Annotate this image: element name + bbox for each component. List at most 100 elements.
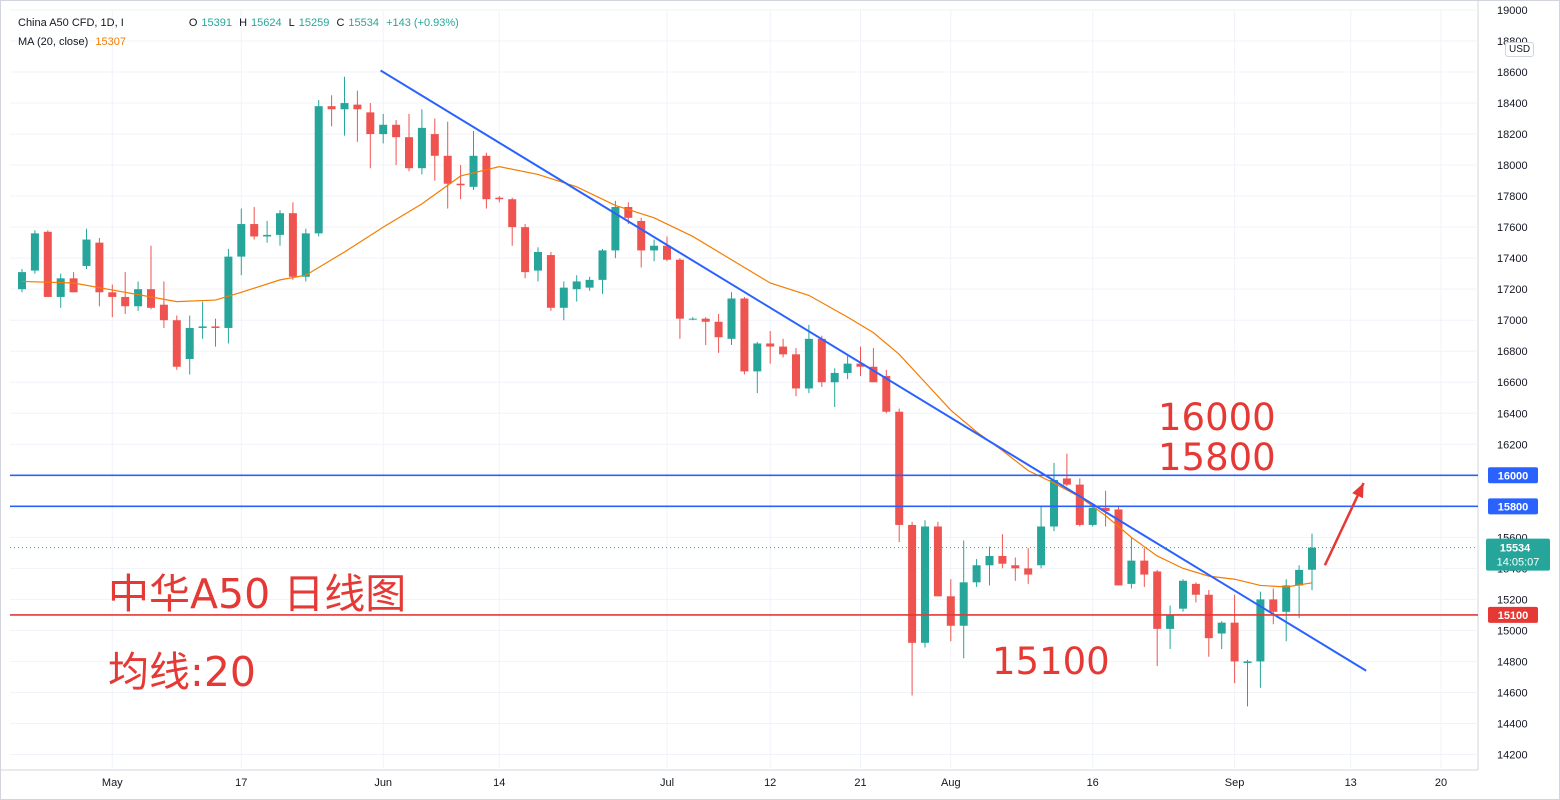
candle-body — [546, 255, 555, 308]
candle-body — [1062, 478, 1071, 485]
candle-body — [56, 278, 65, 297]
y-tick-label: 17600 — [1497, 222, 1528, 234]
currency-badge[interactable]: USD — [1505, 42, 1535, 57]
candle-body — [1075, 484, 1084, 525]
candle-body — [1140, 560, 1149, 575]
low-label: L — [288, 17, 295, 29]
candle-body — [727, 298, 736, 339]
candle-body — [908, 524, 917, 643]
candle-body — [288, 213, 297, 277]
y-tick-label: 14200 — [1497, 749, 1528, 761]
candle-body — [1230, 622, 1239, 662]
y-tick-label: 15000 — [1497, 625, 1528, 637]
candle-body — [753, 343, 762, 372]
candle-body — [792, 354, 800, 389]
candle-body — [843, 363, 852, 373]
current-price-tag — [1486, 538, 1550, 571]
candle-body — [211, 326, 220, 328]
candle-body — [198, 326, 207, 328]
level-price-tag — [1488, 606, 1538, 623]
candle-body — [959, 582, 968, 626]
candle-body — [1179, 580, 1187, 609]
candle-body — [340, 103, 349, 110]
x-tick-label: Sep — [1225, 777, 1245, 789]
candle-body — [1191, 583, 1200, 595]
trendline — [380, 69, 1367, 672]
x-tick-label: 21 — [854, 777, 866, 789]
candle-body — [417, 127, 426, 169]
candle-body — [637, 220, 646, 251]
ma-value: 15307 — [95, 36, 126, 48]
level-price-tag-label: 16000 — [1498, 470, 1529, 482]
candle-body — [108, 292, 117, 297]
close-value: 15534 — [348, 17, 379, 29]
candle-body — [998, 555, 1007, 564]
candle-body — [598, 250, 607, 280]
candle-body — [430, 134, 439, 156]
candle-body — [559, 287, 568, 308]
candle-body — [1037, 526, 1046, 566]
y-tick-label: 14600 — [1497, 687, 1528, 699]
candle-body — [379, 124, 388, 135]
candle-body — [1050, 479, 1058, 527]
ma-label: MA (20, close) — [18, 36, 89, 48]
y-tick-label: 17800 — [1497, 191, 1528, 203]
candle-body — [779, 346, 788, 355]
candle-body — [134, 289, 143, 307]
candle-body — [688, 318, 697, 320]
candle-body — [147, 289, 155, 308]
candle-body — [469, 155, 478, 187]
candle-body — [69, 278, 78, 293]
symbol-label: China A50 CFD, 1D, I — [18, 17, 124, 29]
x-tick-label: 16 — [1087, 777, 1099, 789]
y-tick-label: 14400 — [1497, 718, 1528, 730]
candle-body — [82, 239, 91, 266]
candle-body — [1153, 571, 1162, 629]
candle-body — [405, 137, 413, 169]
candle-body — [1256, 599, 1265, 662]
candle-body — [392, 124, 401, 138]
candle-body — [263, 234, 272, 237]
candle-body — [172, 320, 181, 367]
open-value: 15391 — [201, 17, 232, 29]
candle-body — [572, 281, 581, 290]
level-15800-annotation: 15800 — [1158, 436, 1276, 479]
close-label: C — [336, 17, 345, 29]
y-tick-label: 17400 — [1497, 253, 1528, 265]
candle-body — [534, 251, 542, 271]
candle-body — [237, 224, 246, 257]
candle-body — [1243, 661, 1252, 663]
candle-body — [521, 227, 530, 273]
candle-body — [1217, 622, 1226, 634]
legend-ohlc: China A50 CFD, 1D, I O 15391 H 15624 L 1525… — [18, 17, 463, 29]
y-tick-label: 17000 — [1497, 315, 1528, 327]
x-tick-label: May — [102, 777, 123, 789]
y-tick-label: 18000 — [1497, 160, 1528, 172]
candle-body — [508, 199, 517, 228]
y-tick-label: 16400 — [1497, 408, 1528, 420]
x-tick-label: 13 — [1345, 777, 1357, 789]
candle-body — [946, 596, 955, 626]
x-tick-label: 17 — [235, 777, 247, 789]
candle-body — [482, 155, 491, 200]
level-15100-annotation: 15100 — [992, 640, 1110, 683]
level-16000-annotation: 16000 — [1158, 396, 1276, 439]
change-value: +143 (+0.93%) — [386, 17, 459, 29]
candle-body — [856, 363, 865, 367]
candle-body — [585, 279, 594, 288]
y-tick-label: 16600 — [1497, 377, 1528, 389]
low-value: 15259 — [298, 17, 330, 29]
candle-body — [495, 197, 504, 200]
level-price-tag — [1488, 467, 1538, 484]
x-tick-label: Jun — [374, 777, 392, 789]
candle-body — [1166, 614, 1175, 629]
current-price-value: 15534 — [1500, 543, 1531, 555]
candle-body — [766, 343, 775, 347]
candle-body — [933, 526, 942, 597]
candle-body — [1088, 507, 1097, 525]
candle-body — [30, 233, 39, 271]
candle-body — [327, 106, 336, 110]
candle-body — [1295, 569, 1304, 586]
y-tick-label: 19000 — [1497, 5, 1528, 17]
